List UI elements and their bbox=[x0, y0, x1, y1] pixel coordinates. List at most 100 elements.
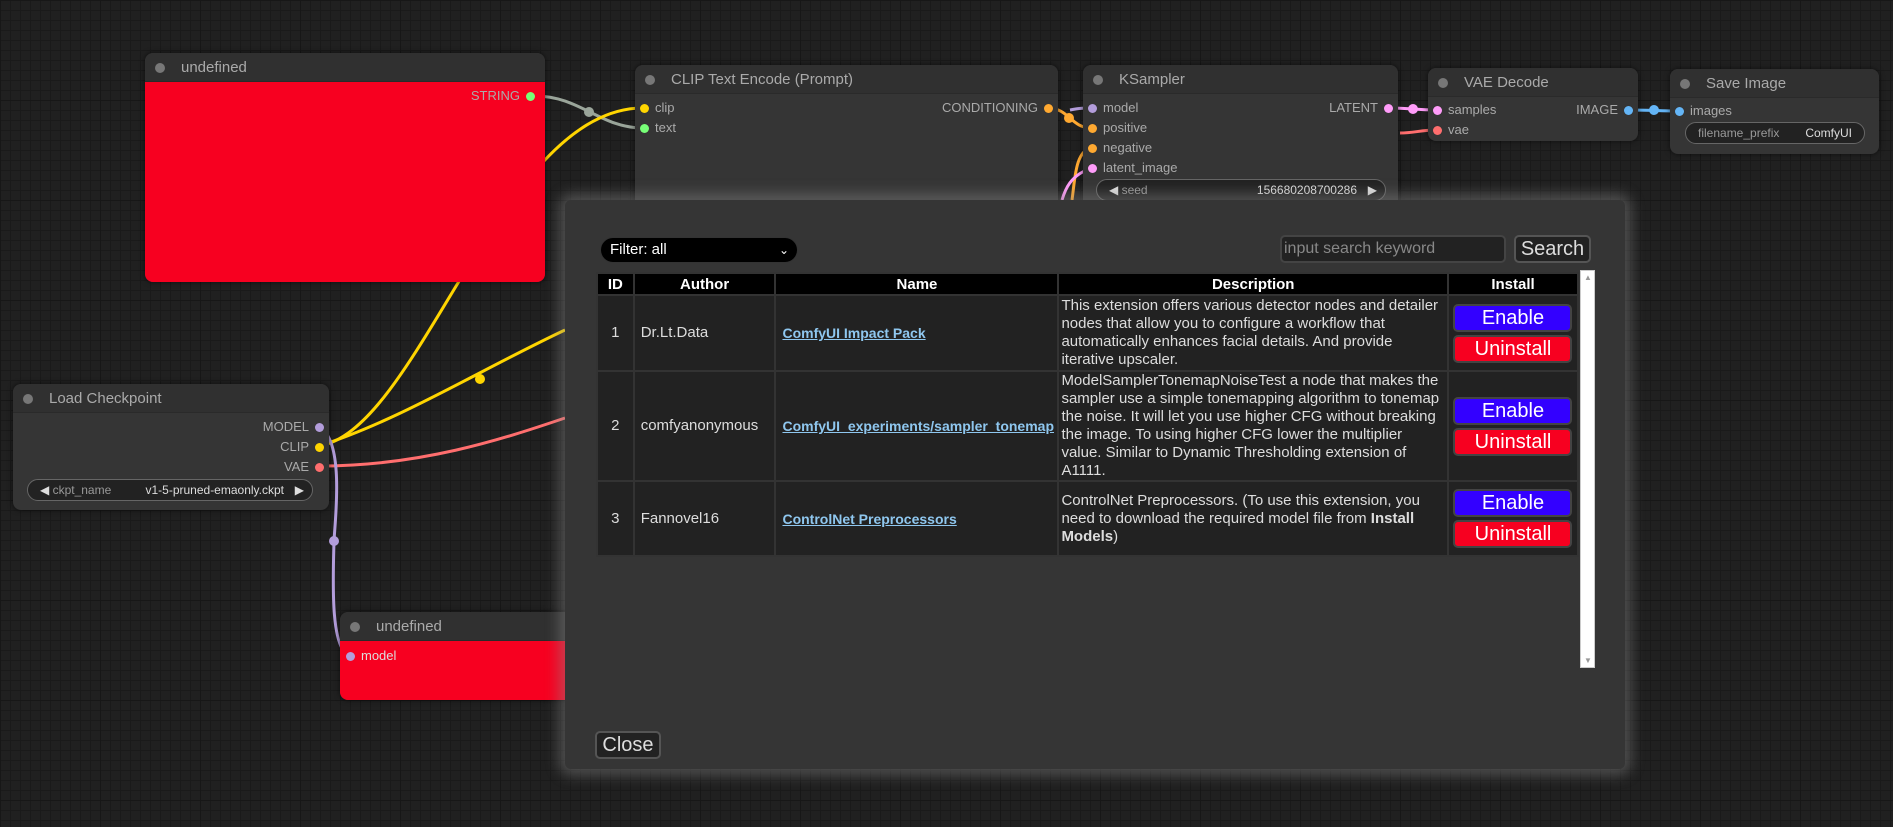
close-button[interactable]: Close bbox=[595, 731, 661, 759]
cell-description: ModelSamplerTonemapNoiseTest a node that… bbox=[1059, 372, 1447, 480]
input-text[interactable]: text bbox=[640, 120, 676, 136]
output-model[interactable]: MODEL bbox=[263, 419, 324, 435]
slot-dot-icon bbox=[315, 423, 324, 433]
node-title: Save Image bbox=[1670, 69, 1879, 98]
install-models-text: Install Models bbox=[1061, 509, 1415, 545]
slot-dot-icon bbox=[1433, 106, 1442, 116]
extension-link[interactable]: ControlNet Preprocessors bbox=[776, 482, 1058, 555]
cell-id: 2 bbox=[598, 372, 633, 480]
slot-dot-icon bbox=[640, 104, 649, 114]
widget-value: ComfyUI bbox=[1805, 126, 1852, 140]
slot-dot-icon bbox=[346, 652, 355, 662]
output-vae[interactable]: VAE bbox=[284, 459, 324, 475]
slot-label: CONDITIONING bbox=[941, 100, 1038, 115]
column-header-install: Install bbox=[1448, 274, 1577, 294]
enable-button[interactable]: Enable bbox=[1453, 396, 1573, 425]
cell-description: ControlNet Preprocessors. (To use this e… bbox=[1059, 482, 1447, 555]
extensions-table: ID Author Name Description Install 1 Dr.… bbox=[596, 272, 1579, 557]
cell-id: 3 bbox=[598, 482, 633, 555]
scrollbar[interactable]: ▲ ▼ bbox=[1580, 270, 1595, 668]
input-model[interactable]: model bbox=[346, 648, 396, 664]
input-samples[interactable]: samples bbox=[1433, 102, 1496, 118]
input-vae[interactable]: vae bbox=[1433, 122, 1469, 138]
slot-label: model bbox=[1103, 100, 1139, 115]
cell-author: comfyanonymous bbox=[634, 372, 775, 480]
widget-label: filename_prefix bbox=[1698, 126, 1780, 140]
arrow-right-icon[interactable]: ▶ bbox=[294, 483, 304, 497]
uninstall-button[interactable]: Uninstall bbox=[1453, 520, 1573, 548]
widget-label: seed bbox=[1121, 183, 1148, 197]
slot-dot-icon bbox=[1044, 104, 1053, 114]
widget-label: ckpt_name bbox=[52, 483, 112, 497]
column-header-name: Name bbox=[776, 274, 1058, 294]
uninstall-button[interactable]: Uninstall bbox=[1453, 427, 1573, 456]
input-clip[interactable]: clip bbox=[640, 100, 675, 116]
slot-label: model bbox=[361, 648, 397, 663]
filename-prefix-widget[interactable]: filename_prefix ComfyUI bbox=[1685, 122, 1865, 144]
cell-install: Enable Uninstall bbox=[1448, 296, 1577, 370]
cell-install: Enable Uninstall bbox=[1448, 372, 1577, 480]
slot-dot-icon bbox=[315, 463, 324, 473]
enable-button[interactable]: Enable bbox=[1453, 489, 1573, 517]
search-button[interactable]: Search bbox=[1514, 235, 1591, 263]
output-string[interactable]: STRING bbox=[471, 88, 535, 104]
scroll-down-icon[interactable]: ▼ bbox=[1584, 656, 1592, 665]
output-image[interactable]: IMAGE bbox=[1576, 102, 1633, 118]
slot-label: negative bbox=[1103, 140, 1153, 155]
slot-label: VAE bbox=[283, 459, 309, 474]
column-header-description: Description bbox=[1059, 274, 1447, 294]
node-clip-text-encode[interactable]: CLIP Text Encode (Prompt) clip text COND… bbox=[635, 65, 1058, 215]
node-ksampler[interactable]: KSampler model positive negative latent_… bbox=[1083, 65, 1398, 215]
slot-label: LATENT bbox=[1329, 100, 1378, 115]
search-placeholder: input search keyword bbox=[1284, 240, 1436, 257]
node-undefined-top[interactable]: undefined STRING bbox=[145, 53, 545, 282]
output-latent[interactable]: LATENT bbox=[1329, 100, 1393, 116]
output-conditioning[interactable]: CONDITIONING bbox=[942, 100, 1053, 116]
slot-dot-icon bbox=[1675, 107, 1684, 117]
error-node-body bbox=[340, 641, 580, 700]
filter-select[interactable]: Filter: all ⌄ bbox=[600, 237, 798, 263]
column-header-id: ID bbox=[598, 274, 633, 294]
slot-label: IMAGE bbox=[1576, 102, 1618, 117]
extension-link[interactable]: ComfyUI_experiments/sampler_tonemap bbox=[776, 372, 1058, 480]
slot-dot-icon bbox=[1088, 104, 1097, 114]
node-vae-decode[interactable]: VAE Decode samples vae IMAGE bbox=[1428, 68, 1638, 141]
input-positive[interactable]: positive bbox=[1088, 120, 1147, 136]
arrow-left-icon[interactable]: ◀ bbox=[1109, 183, 1119, 197]
input-negative[interactable]: negative bbox=[1088, 140, 1152, 156]
extension-link[interactable]: ComfyUI Impact Pack bbox=[776, 296, 1058, 370]
slot-dot-icon bbox=[1433, 126, 1442, 136]
seed-widget[interactable]: ◀ seed 156680208700286 ▶ bbox=[1096, 179, 1386, 201]
description-end: ) bbox=[1113, 527, 1119, 545]
widget-value: 156680208700286 bbox=[1256, 183, 1357, 197]
uninstall-button[interactable]: Uninstall bbox=[1453, 334, 1573, 363]
node-title: VAE Decode bbox=[1428, 68, 1638, 97]
node-load-checkpoint[interactable]: Load Checkpoint MODEL CLIP VAE ◀ ckpt_na… bbox=[13, 384, 329, 510]
cell-id: 1 bbox=[598, 296, 633, 370]
slot-label: STRING bbox=[470, 88, 520, 103]
input-model[interactable]: model bbox=[1088, 100, 1138, 116]
slot-label: CLIP bbox=[280, 439, 309, 454]
cell-description: This extension offers various detector n… bbox=[1059, 296, 1447, 370]
arrow-right-icon[interactable]: ▶ bbox=[1367, 183, 1377, 197]
enable-button[interactable]: Enable bbox=[1453, 303, 1573, 332]
scroll-up-icon[interactable]: ▲ bbox=[1584, 273, 1592, 282]
chevron-down-icon: ⌄ bbox=[778, 243, 789, 257]
output-clip[interactable]: CLIP bbox=[280, 439, 324, 455]
cell-author: Fannovel16 bbox=[634, 482, 775, 555]
node-save-image[interactable]: Save Image images filename_prefix ComfyUI bbox=[1670, 69, 1879, 154]
slot-label: clip bbox=[655, 100, 675, 115]
node-undefined-bottom[interactable]: undefined model bbox=[340, 612, 580, 700]
ckpt-name-widget[interactable]: ◀ ckpt_name v1-5-pruned-emaonly.ckpt ▶ bbox=[27, 479, 313, 501]
column-header-author: Author bbox=[634, 274, 775, 294]
slot-label: positive bbox=[1103, 120, 1148, 135]
error-node-body bbox=[145, 82, 545, 282]
arrow-left-icon[interactable]: ◀ bbox=[40, 483, 50, 497]
input-latent-image[interactable]: latent_image bbox=[1088, 160, 1177, 176]
slot-dot-icon bbox=[315, 443, 324, 453]
cell-install: Enable Uninstall bbox=[1448, 482, 1577, 555]
input-images[interactable]: images bbox=[1675, 103, 1732, 119]
slot-label: text bbox=[655, 120, 676, 135]
search-input[interactable]: input search keyword bbox=[1280, 235, 1506, 263]
table-row: 3 Fannovel16 ControlNet Preprocessors Co… bbox=[598, 482, 1577, 555]
